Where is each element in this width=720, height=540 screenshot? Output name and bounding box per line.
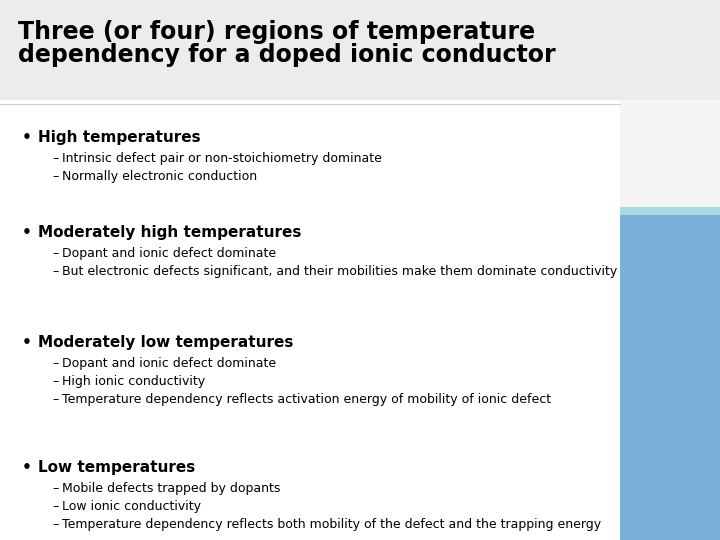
- Text: Temperature dependency reflects both mobility of the defect and the trapping ene: Temperature dependency reflects both mob…: [62, 518, 601, 531]
- Text: Moderately high temperatures: Moderately high temperatures: [38, 225, 302, 240]
- Text: High temperatures: High temperatures: [38, 130, 201, 145]
- Text: Low ionic conductivity: Low ionic conductivity: [62, 500, 201, 513]
- Text: –: –: [52, 482, 58, 495]
- Text: •: •: [22, 225, 32, 240]
- Text: High ionic conductivity: High ionic conductivity: [62, 375, 205, 388]
- Text: –: –: [52, 247, 58, 260]
- Text: Dopant and ionic defect dominate: Dopant and ionic defect dominate: [62, 247, 276, 260]
- Text: –: –: [52, 518, 58, 531]
- Text: •: •: [22, 460, 32, 475]
- Text: dependency for a doped ionic conductor: dependency for a doped ionic conductor: [18, 43, 556, 67]
- Bar: [620, 207, 720, 215]
- Text: –: –: [52, 152, 58, 165]
- Text: –: –: [52, 357, 58, 370]
- Text: Temperature dependency reflects activation energy of mobility of ionic defect: Temperature dependency reflects activati…: [62, 393, 551, 406]
- Text: But electronic defects significant, and their mobilities make them dominate cond: But electronic defects significant, and …: [62, 265, 617, 278]
- Bar: [620, 215, 720, 540]
- Text: Three (or four) regions of temperature: Three (or four) regions of temperature: [18, 20, 535, 44]
- Text: –: –: [52, 170, 58, 183]
- Text: Low temperatures: Low temperatures: [38, 460, 195, 475]
- Bar: [0, 0, 720, 100]
- Text: –: –: [52, 265, 58, 278]
- Text: Mobile defects trapped by dopants: Mobile defects trapped by dopants: [62, 482, 280, 495]
- Text: Moderately low temperatures: Moderately low temperatures: [38, 335, 293, 350]
- Bar: [0, 0, 620, 540]
- Text: –: –: [52, 375, 58, 388]
- Text: Intrinsic defect pair or non-stoichiometry dominate: Intrinsic defect pair or non-stoichiomet…: [62, 152, 382, 165]
- Text: Normally electronic conduction: Normally electronic conduction: [62, 170, 257, 183]
- Text: Dopant and ionic defect dominate: Dopant and ionic defect dominate: [62, 357, 276, 370]
- Text: •: •: [22, 335, 32, 350]
- Text: –: –: [52, 393, 58, 406]
- Text: •: •: [22, 130, 32, 145]
- Text: –: –: [52, 500, 58, 513]
